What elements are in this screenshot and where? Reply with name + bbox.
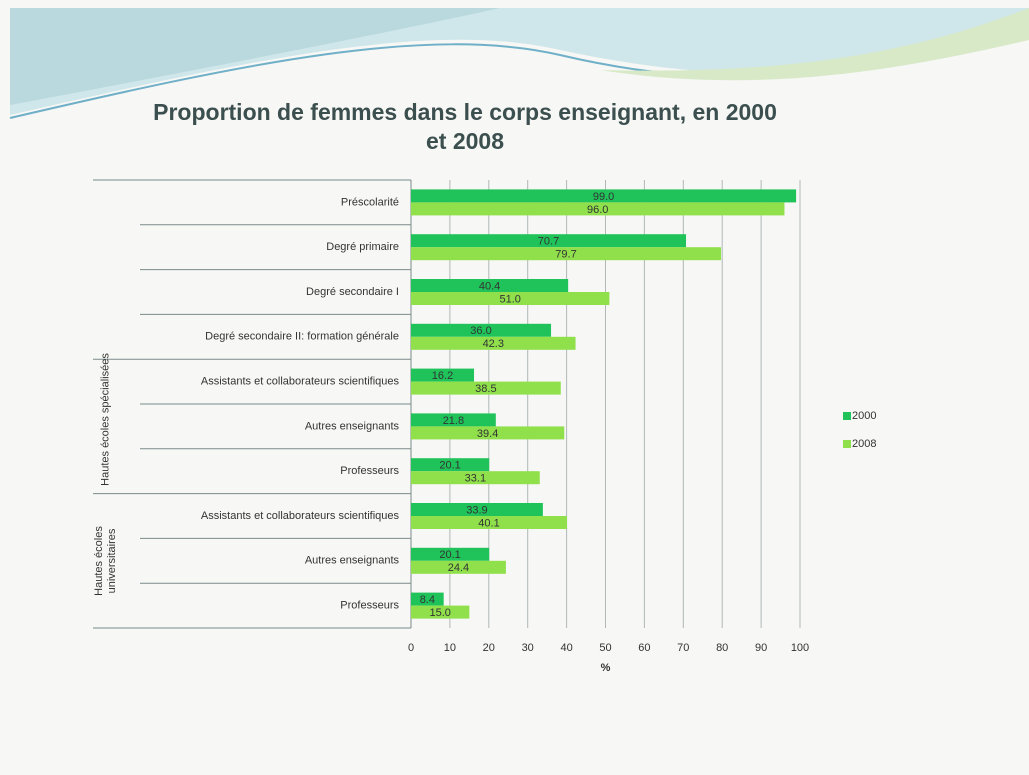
group-label: Hautes écoles spécialisées: [100, 353, 113, 487]
value-label: 99.0: [593, 191, 614, 203]
value-label: 33.9: [466, 504, 487, 516]
value-label: 70.7: [538, 236, 559, 248]
x-tick-label: 70: [677, 642, 689, 654]
x-tick-label: 90: [755, 642, 767, 654]
value-label: 40.1: [478, 517, 499, 529]
x-tick-label: 80: [716, 642, 728, 654]
value-label: 51.0: [499, 293, 520, 305]
value-label: 8.4: [420, 594, 435, 606]
x-tick-label: 40: [560, 642, 572, 654]
y-tick-label: Autres enseignants: [305, 420, 400, 432]
y-tick-label: Préscolarité: [341, 196, 399, 208]
value-label: 20.1: [439, 549, 460, 561]
x-tick-label: 0: [408, 642, 414, 654]
y-tick-label: Degré secondaire II: formation générale: [205, 331, 399, 343]
x-axis-label: %: [601, 662, 611, 674]
legend-label: 2000: [852, 410, 876, 422]
x-tick-label: 50: [599, 642, 611, 654]
value-label: 79.7: [555, 249, 576, 261]
decoration: [10, 8, 500, 105]
x-tick-label: 30: [522, 642, 534, 654]
x-tick-label: 10: [444, 642, 456, 654]
x-tick-label: 60: [638, 642, 650, 654]
value-label: 16.2: [432, 370, 453, 382]
value-label: 42.3: [483, 338, 504, 350]
x-tick-label: 20: [483, 642, 495, 654]
y-tick-label: Assistants et collaborateurs scientifiqu…: [201, 376, 400, 388]
chart-title: Proportion de femmes dans le corps ensei…: [150, 98, 780, 156]
legend-swatch: [843, 440, 851, 448]
legend-swatch: [843, 412, 851, 420]
y-tick-label: Professeurs: [340, 465, 399, 477]
y-tick-label: Degré primaire: [326, 241, 399, 253]
y-tick-label: Professeurs: [340, 600, 399, 612]
value-label: 36.0: [470, 325, 491, 337]
value-label: 21.8: [443, 415, 464, 427]
slide: 0 10 20 30 40 50 60 70 80 90 100% Préscolarité 99.09…: [0, 0, 1029, 775]
group-label: Hautes écoles universitaires: [93, 494, 119, 628]
value-label: 38.5: [475, 383, 496, 395]
value-label: 40.4: [479, 280, 500, 292]
value-label: 39.4: [477, 428, 498, 440]
x-tick-label: 100: [791, 642, 809, 654]
y-tick-label: Autres enseignants: [305, 555, 400, 567]
y-tick-label: Assistants et collaborateurs scientifiqu…: [201, 510, 400, 522]
value-label: 24.4: [448, 562, 469, 574]
value-label: 20.1: [439, 460, 460, 472]
value-label: 96.0: [587, 204, 608, 216]
value-label: 15.0: [429, 607, 450, 619]
y-tick-label: Degré secondaire I: [306, 286, 399, 298]
legend-label: 2008: [852, 438, 876, 450]
value-label: 33.1: [465, 473, 486, 485]
